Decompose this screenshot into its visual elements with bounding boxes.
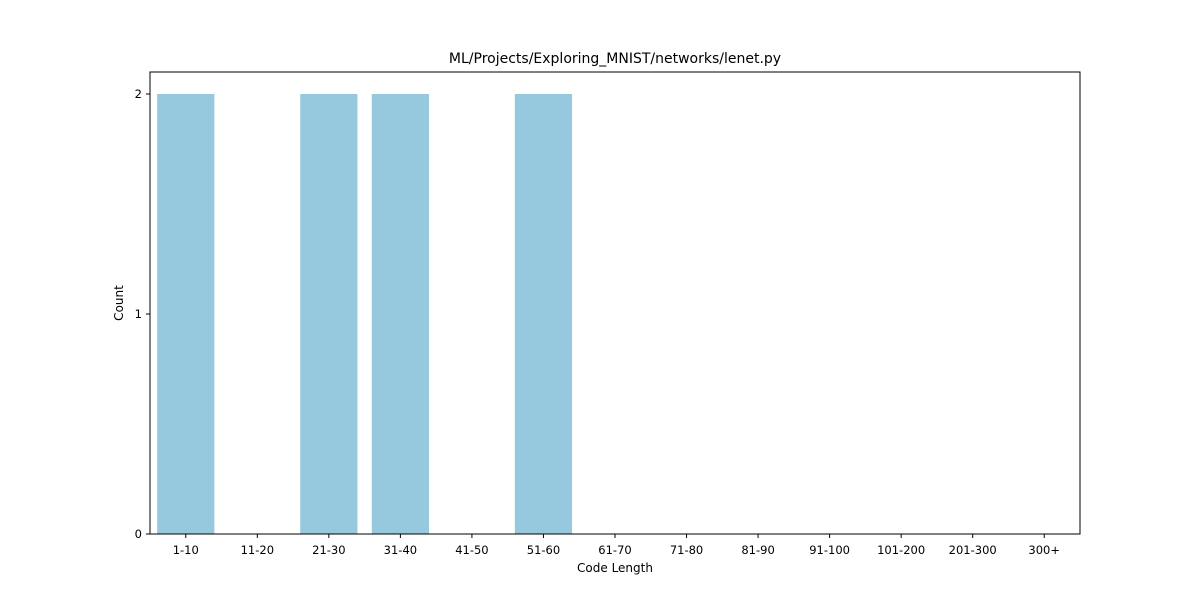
bars-group xyxy=(157,94,573,534)
x-axis: 1-10 11-20 21-30 31-40 41-50 51-60 61-70 71-80 8… xyxy=(173,534,1060,557)
x-axis-label: Code Length xyxy=(577,561,653,575)
x-tick-label: 41-50 xyxy=(455,543,488,557)
x-tick-label: 71-80 xyxy=(670,543,703,557)
x-tick-label: 11-20 xyxy=(241,543,274,557)
y-tick-label: 2 xyxy=(135,87,142,101)
x-tick-label: 91-100 xyxy=(809,543,850,557)
bar-1-10 xyxy=(157,94,215,534)
chart-title: ML/Projects/Exploring_MNIST/networks/len… xyxy=(449,51,781,67)
x-tick-label: 51-60 xyxy=(527,543,560,557)
bar-21-30 xyxy=(300,94,358,534)
x-tick-label: 21-30 xyxy=(312,543,345,557)
y-axis-label: Count xyxy=(112,285,126,321)
bar-31-40 xyxy=(371,94,429,534)
y-tick-label: 1 xyxy=(135,307,142,321)
x-tick-label: 61-70 xyxy=(598,543,631,557)
x-tick-label: 1-10 xyxy=(173,543,199,557)
x-tick-label: 300+ xyxy=(1028,543,1060,557)
x-tick-label: 201-300 xyxy=(949,543,997,557)
y-axis: 0 1 2 xyxy=(135,87,150,541)
bar-51-60 xyxy=(514,94,573,534)
x-tick-label: 81-90 xyxy=(741,543,774,557)
y-tick-label: 0 xyxy=(135,527,142,541)
x-tick-label: 31-40 xyxy=(384,543,417,557)
plot-frame xyxy=(149,71,1081,535)
x-tick-label: 101-200 xyxy=(877,543,925,557)
